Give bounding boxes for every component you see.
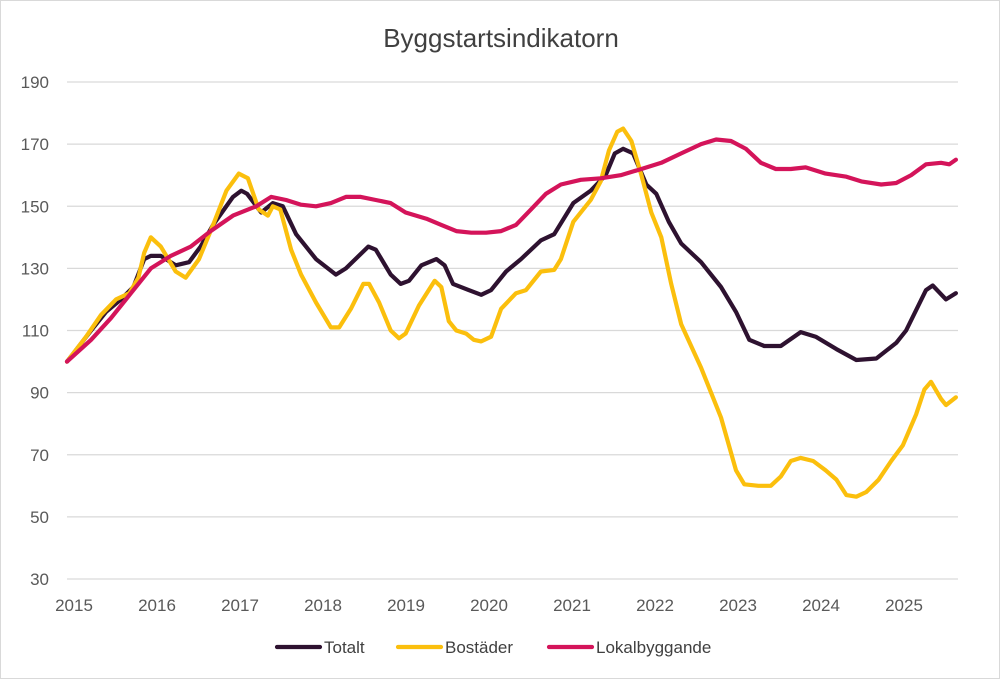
gridlines: [67, 81, 958, 580]
x-tick-label: 2018: [304, 596, 342, 615]
legend: Totalt Bostäder Lokalbyggande: [274, 638, 711, 657]
x-axis-ticks: 2015 2016 2017 2018 2019 2020 2021 2022 2023 2024…: [55, 596, 923, 615]
x-tick-label: 2024: [802, 596, 840, 615]
y-tick-label: 170: [21, 135, 49, 154]
y-tick-label: 150: [21, 197, 49, 216]
y-tick-label: 90: [30, 384, 49, 403]
y-tick-label: 50: [30, 508, 49, 527]
x-tick-label: 2023: [719, 596, 757, 615]
y-tick-label: 70: [30, 446, 49, 465]
y-tick-label: 110: [22, 322, 49, 341]
y-tick-label: 30: [30, 570, 49, 589]
x-tick-label: 2021: [553, 596, 591, 615]
y-axis-ticks: 30 50 70 90 110 130 150 170 190: [21, 73, 49, 589]
y-tick-label: 130: [21, 259, 49, 278]
x-tick-label: 2016: [138, 596, 176, 615]
y-tick-label: 190: [21, 73, 49, 92]
x-tick-label: 2025: [885, 596, 923, 615]
legend-item: Totalt: [274, 638, 365, 657]
legend-item: Lokalbyggande: [546, 638, 711, 657]
legend-label: Lokalbyggande: [596, 638, 711, 657]
series-lines: [64, 126, 958, 499]
x-tick-label: 2017: [221, 596, 259, 615]
chart-title: Byggstartsindikatorn: [383, 23, 619, 53]
x-tick-label: 2020: [470, 596, 508, 615]
x-tick-label: 2015: [55, 596, 93, 615]
x-tick-label: 2019: [387, 596, 425, 615]
legend-item: Bostäder: [395, 638, 513, 657]
legend-label: Bostäder: [445, 638, 513, 657]
legend-label: Totalt: [324, 638, 365, 657]
x-tick-label: 2022: [636, 596, 674, 615]
series-line-lokalbyggande: [64, 137, 958, 364]
series-line-bostäder: [64, 126, 958, 499]
